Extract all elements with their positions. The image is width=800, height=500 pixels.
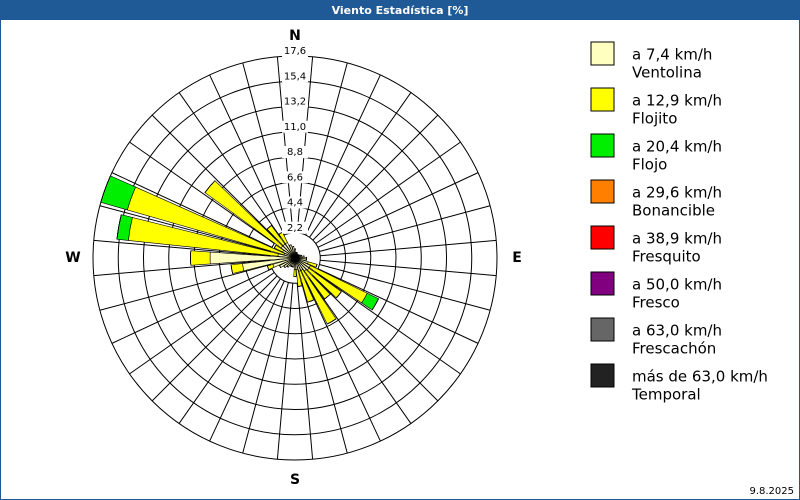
legend-swatch: [590, 271, 615, 296]
wedge: [279, 265, 281, 268]
r-tick-label: 2,2: [287, 223, 303, 234]
spoke: [312, 275, 439, 402]
r-tick-bg: [282, 146, 308, 158]
r-tick-bg: [282, 95, 308, 108]
r-tick-bg: [282, 221, 308, 234]
legend-swatch: [590, 225, 615, 250]
spoke: [242, 282, 289, 454]
spoke: [319, 264, 491, 311]
legend-name: Flojo: [632, 156, 667, 174]
spoke: [317, 172, 479, 248]
wedge: [266, 225, 272, 230]
spoke: [129, 272, 275, 375]
legend-name: Ventolina: [632, 64, 702, 82]
spoke: [309, 278, 412, 424]
direction-label: W: [65, 250, 80, 266]
r-tick-bg: [282, 45, 308, 57]
spoke: [129, 141, 275, 244]
legend-name: Fresco: [632, 294, 680, 312]
r-tick-bg: [282, 120, 308, 133]
r-tick-label: 4,4: [287, 198, 303, 209]
legend-swatch: [590, 133, 615, 158]
legend-swatch: [590, 179, 615, 204]
legend-range: a 12,9 km/h: [632, 92, 722, 110]
r-tick-bg: [282, 196, 308, 209]
legend-range: a 63,0 km/h: [632, 322, 722, 340]
spoke: [319, 205, 491, 252]
spoke: [178, 92, 281, 238]
spoke: [320, 239, 497, 257]
legend-name: Flojito: [632, 110, 677, 128]
footer-date: 9.8.2025: [749, 486, 794, 497]
title-bar: [0, 0, 800, 20]
direction-label: N: [289, 28, 301, 44]
wedge: [283, 265, 286, 268]
r-tick-label: 15,4: [284, 71, 306, 82]
r-tick-label: 8,8: [287, 147, 303, 158]
spoke: [315, 141, 461, 244]
spoke: [151, 275, 278, 402]
spoke: [93, 259, 270, 277]
wedge: [315, 264, 318, 268]
wedge: [286, 266, 289, 268]
legend-range: a 50,0 km/h: [632, 276, 722, 294]
spoke: [111, 268, 273, 344]
r-tick-label: 13,2: [284, 97, 306, 108]
legend-swatch: [590, 363, 615, 388]
legend-range: a 29,6 km/h: [632, 184, 722, 202]
spoke: [151, 114, 278, 241]
spoke: [99, 205, 271, 252]
r-tick-label: 11,0: [284, 122, 306, 133]
spoke: [312, 114, 439, 241]
spoke: [317, 268, 479, 344]
spoke: [305, 280, 381, 442]
spoke: [301, 62, 348, 234]
r-tick-bg: [282, 171, 308, 184]
legend-swatch: [590, 317, 615, 342]
spoke: [296, 283, 314, 460]
legend-range: a 38,9 km/h: [632, 230, 722, 248]
spoke: [111, 172, 273, 248]
spoke: [178, 278, 281, 424]
spoke: [276, 283, 294, 460]
spoke: [209, 280, 285, 442]
legend-name: Frescachón: [632, 340, 716, 358]
spoke: [305, 74, 381, 236]
legend-name: Temporal: [631, 386, 701, 404]
wedge: [190, 250, 211, 266]
r-tick-bg: [282, 70, 308, 83]
spoke: [99, 264, 271, 311]
legend-range: a 7,4 km/h: [632, 46, 712, 64]
spoke: [93, 239, 270, 257]
wedge: [289, 265, 292, 267]
legend-swatch: [590, 41, 615, 66]
legend-range: a 20,4 km/h: [632, 138, 722, 156]
wedge: [116, 214, 122, 240]
legend-range: más de 63,0 km/h: [632, 368, 768, 386]
legend-name: Bonancible: [632, 202, 715, 220]
spoke: [301, 282, 348, 454]
r-tick-label: 17,6: [284, 46, 306, 57]
spoke: [320, 259, 497, 277]
wedge: [289, 244, 292, 246]
r-tick-label: 6,6: [287, 172, 303, 183]
spoke: [309, 92, 412, 238]
legend-swatch: [590, 87, 615, 112]
direction-label: E: [512, 250, 522, 266]
spoke: [242, 62, 289, 234]
legend-name: Fresquito: [632, 248, 701, 266]
spoke: [315, 272, 461, 375]
chart-title: Viento Estadística [%]: [332, 4, 469, 17]
direction-label: S: [290, 472, 300, 488]
wedge: [293, 269, 297, 277]
spoke: [209, 74, 285, 236]
wedge: [324, 294, 331, 300]
wedge: [204, 180, 216, 193]
